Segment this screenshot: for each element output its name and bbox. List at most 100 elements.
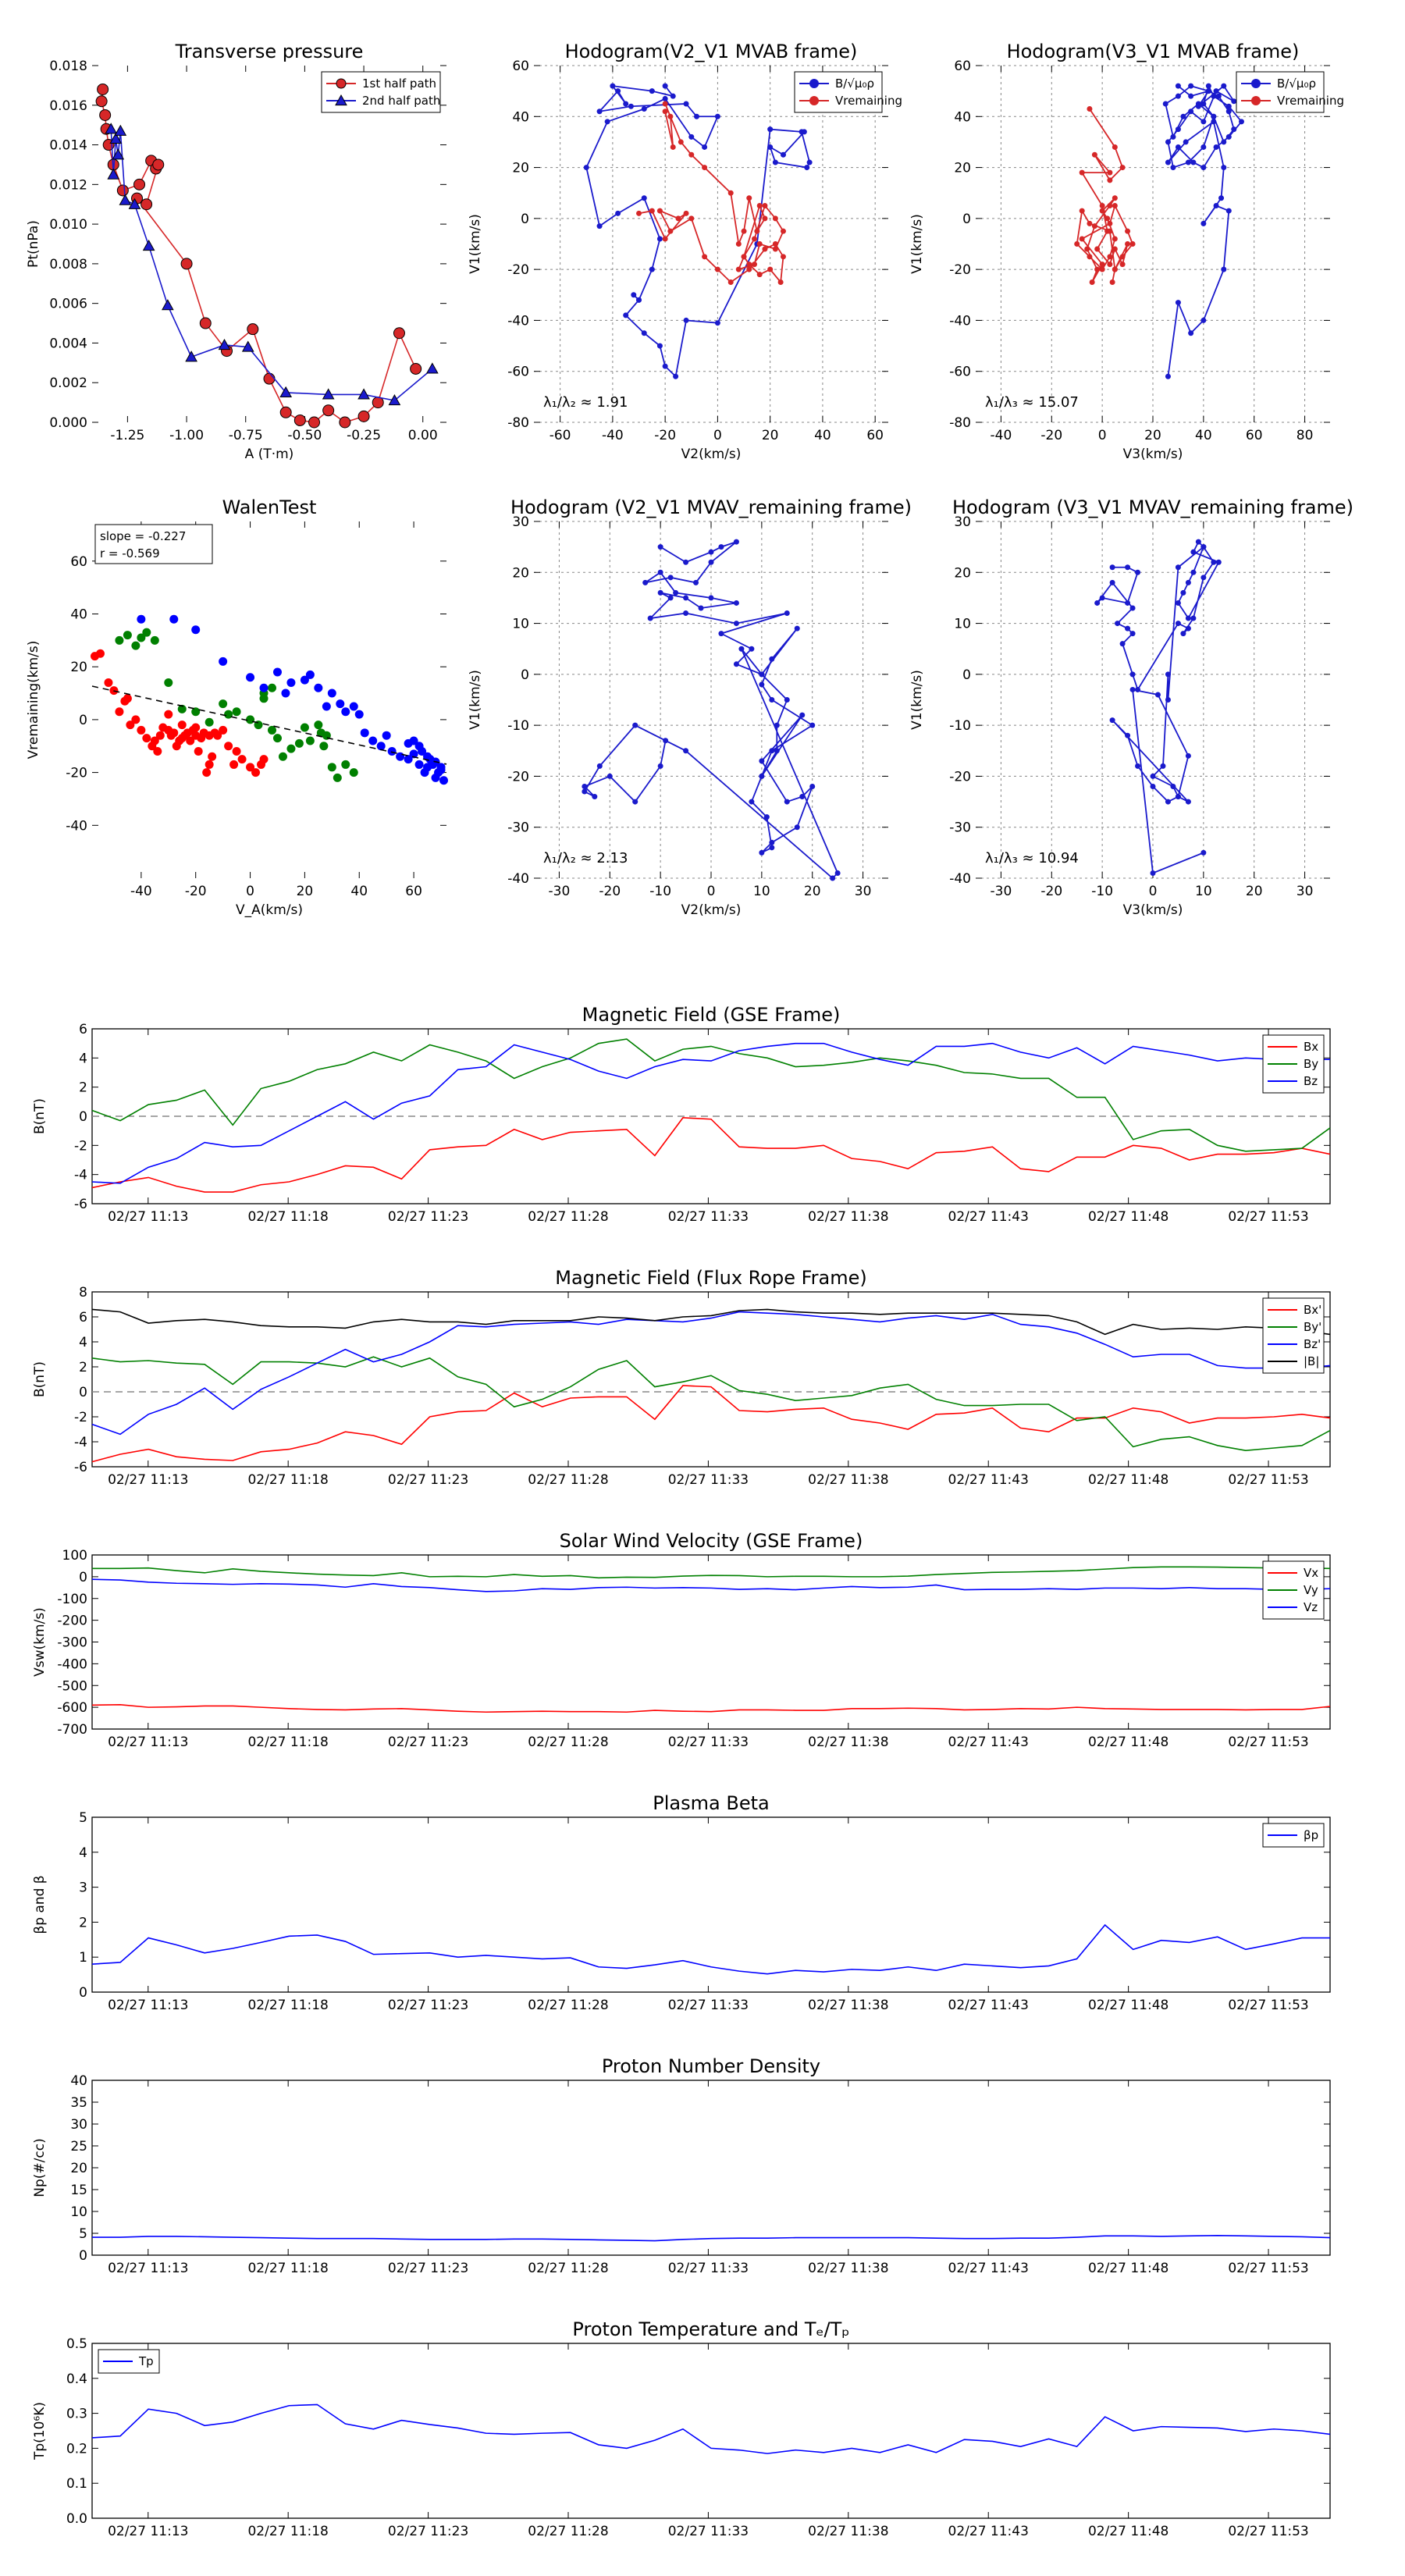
data-point — [137, 633, 146, 642]
y-tick-label: 20 — [954, 161, 971, 176]
data-point — [784, 799, 790, 805]
y-tick-label: 0.014 — [49, 138, 87, 154]
data-point — [649, 266, 655, 272]
x-tick-label: -20 — [599, 884, 621, 899]
legend-label: Vremaining — [835, 94, 902, 108]
data-point — [767, 144, 774, 150]
data-point — [801, 129, 807, 135]
data-point — [219, 656, 228, 666]
y-tick-label: 5 — [79, 2226, 87, 2242]
data-point — [610, 83, 616, 89]
x-tick-label: 02/27 11:38 — [808, 1209, 888, 1225]
data-point — [322, 404, 335, 417]
x-tick-label: -1.00 — [169, 428, 204, 443]
y-tick-label: 25 — [70, 2139, 87, 2154]
data-point — [769, 697, 775, 703]
data-point — [1170, 165, 1176, 171]
legend — [794, 71, 883, 113]
x-tick-label: 02/27 11:33 — [668, 1735, 749, 1750]
data-point — [714, 320, 720, 326]
y-axis-label: V1(km/s) — [468, 214, 483, 274]
data-point — [349, 768, 358, 777]
data-point — [733, 661, 739, 667]
chart-hodogram-v2-v1-mvab: Hodogram(V2_V1 MVAB frame) -80 -60 -40 -20 0 2… — [468, 41, 902, 462]
y-tick-label: 60 — [512, 59, 529, 74]
legend-label: Bz' — [1304, 1337, 1321, 1351]
y-tick-label: 20 — [512, 565, 529, 581]
data-point — [735, 266, 742, 272]
data-point — [1115, 621, 1121, 627]
data-point — [1205, 88, 1211, 94]
y-tick-label: 5 — [79, 1810, 87, 1826]
data-point — [1129, 605, 1136, 611]
data-point — [772, 159, 778, 165]
data-point — [804, 165, 810, 171]
data-point — [1200, 144, 1207, 150]
chart-title: Magnetic Field (GSE Frame) — [582, 1004, 841, 1026]
x-tick-label: 02/27 11:48 — [1088, 1735, 1168, 1750]
y-tick-label: 40 — [512, 109, 529, 125]
data-point — [279, 406, 292, 418]
x-tick-label: 02/27 11:13 — [108, 2261, 188, 2276]
x-axis-label: V2(km/s) — [681, 447, 742, 462]
y-axis-label: Pt(nPa) — [26, 220, 41, 268]
data-point — [1129, 631, 1136, 637]
y-tick-label: 0.4 — [66, 2371, 87, 2387]
data-point — [1211, 113, 1217, 119]
data-point — [1094, 600, 1101, 606]
data-point — [1119, 254, 1126, 260]
data-point — [1125, 228, 1131, 234]
data-point — [749, 646, 755, 652]
x-tick-label: -20 — [654, 428, 676, 443]
y-axis-label: B(nT) — [32, 1098, 48, 1134]
chart-hodogram-v3-v1-mvav: Hodogram (V3_V1 MVAV_remaining frame) -40… — [909, 496, 1353, 918]
data-point — [1165, 671, 1171, 678]
data-point — [1150, 870, 1156, 876]
data-point — [735, 241, 742, 247]
data-point — [1109, 279, 1115, 285]
data-point — [1099, 262, 1105, 268]
data-point — [1175, 93, 1181, 99]
chart-title: Plasma Beta — [653, 1792, 769, 1814]
data-point — [116, 184, 129, 197]
x-tick-label: -20 — [1040, 884, 1062, 899]
data-point — [1213, 144, 1219, 150]
y-tick-label: 0.012 — [49, 177, 87, 193]
y-tick-label: 6 — [79, 1310, 87, 1325]
data-point — [259, 755, 269, 764]
data-point — [582, 783, 588, 789]
data-point — [368, 736, 378, 745]
data-point — [202, 768, 212, 777]
data-point — [662, 101, 668, 107]
y-tick-label: -30 — [507, 820, 529, 836]
data-point — [153, 747, 162, 756]
data-point — [1109, 579, 1115, 585]
x-tick-label: 60 — [866, 428, 884, 443]
y-tick-label: -40 — [949, 313, 971, 329]
chart-magnetic-field-flux-rope: Magnetic Field (Flux Rope Frame)-6-4-202… — [32, 1267, 1331, 1488]
data-point — [767, 266, 774, 272]
y-axis-label: B(nT) — [32, 1361, 48, 1397]
data-point — [1165, 697, 1171, 703]
y-tick-label: 2 — [79, 1915, 87, 1930]
data-point — [670, 93, 676, 99]
x-tick-label: 02/27 11:38 — [808, 1998, 888, 2013]
y-tick-label: 0.002 — [49, 375, 87, 391]
y-tick-label: 0 — [79, 1985, 87, 2001]
series-line — [1076, 108, 1134, 283]
data-point — [1200, 849, 1207, 856]
data-point — [357, 410, 370, 422]
data-point — [300, 723, 309, 732]
data-point — [1185, 625, 1191, 632]
data-point — [1170, 133, 1176, 140]
data-point — [286, 678, 296, 687]
data-point — [662, 236, 668, 242]
data-point — [1175, 621, 1181, 627]
data-point — [749, 799, 755, 805]
x-tick-label: 02/27 11:43 — [948, 2261, 1029, 2276]
chart-title: Hodogram (V2_V1 MVAV_remaining frame) — [510, 496, 912, 518]
data-point — [688, 133, 695, 140]
x-tick-label: 0 — [1149, 884, 1158, 899]
data-point — [683, 559, 689, 565]
legend-label: βp — [1304, 1828, 1318, 1842]
